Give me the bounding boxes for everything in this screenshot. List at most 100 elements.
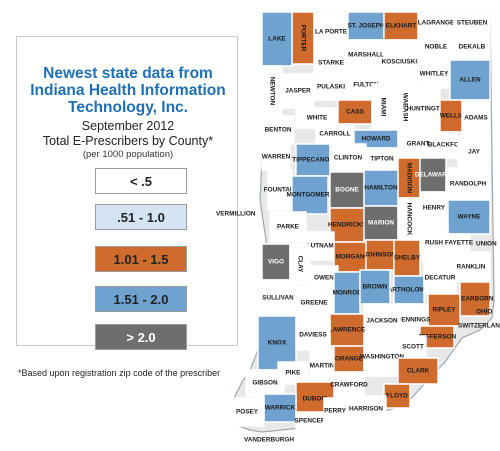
county-label-orange: ORANGE bbox=[335, 356, 364, 363]
county-warren bbox=[261, 143, 291, 171]
county-label-dubois: DUBOIS bbox=[303, 396, 329, 403]
county-rush bbox=[419, 223, 449, 263]
footnote: *Based upon registration zip code of the… bbox=[18, 368, 221, 378]
county-morgan bbox=[333, 241, 367, 273]
county-dekalb bbox=[453, 33, 491, 61]
county-label-st-joseph: ST. JOSEPH bbox=[348, 23, 385, 30]
county-label-carroll: CARROLL bbox=[319, 131, 350, 138]
legend-date: September 2012 bbox=[81, 119, 175, 133]
county-label-jackson: JACKSON bbox=[366, 318, 398, 325]
county-label-starke: STARKE bbox=[318, 60, 345, 67]
county-label-howard: HOWARD bbox=[361, 136, 390, 143]
county-label-marshall: MARSHALL bbox=[348, 52, 384, 59]
county-label-kosciusko: KOSCIUSKO bbox=[382, 59, 421, 66]
county-label-daviess: DAVIESS bbox=[299, 332, 327, 339]
county-delaware bbox=[419, 157, 447, 193]
legend-box-1-51-2-0: 1.51 - 2.0 bbox=[95, 286, 187, 312]
county-greene bbox=[293, 285, 335, 321]
county-label-lake: LAKE bbox=[268, 36, 286, 43]
county-label-blackford: BLACKFORD bbox=[428, 142, 469, 149]
county-label-delaware: DELAWARE bbox=[415, 172, 452, 179]
county-label-fountain: FOUNTAIN bbox=[264, 187, 297, 194]
county-label-marion: MARION bbox=[368, 220, 394, 227]
county-benton bbox=[261, 115, 295, 145]
county-clay bbox=[289, 243, 311, 285]
county-label-union: UNION bbox=[476, 241, 497, 248]
legend-subtitle: Total E-Prescribers by County* bbox=[42, 134, 214, 148]
county-label-newton: NEWTON bbox=[268, 77, 275, 106]
county-label-jefferson: JEFFERSON bbox=[418, 334, 457, 341]
county-label-vanderburgh: VANDERBURGH bbox=[244, 437, 294, 444]
county-ripley bbox=[427, 293, 461, 327]
county-decatur bbox=[423, 261, 457, 295]
county-marshall bbox=[347, 39, 385, 71]
county-label-dearborn: DEARBORN bbox=[457, 296, 494, 303]
county-kosciusko bbox=[383, 39, 419, 85]
county-label-shelby: SHELBY bbox=[394, 255, 421, 262]
county-label-wabash: WABASH bbox=[401, 93, 408, 122]
county-label-hendricks: HENDRICKS bbox=[328, 222, 367, 229]
county-label-lagrange: LAGRANGE bbox=[418, 20, 455, 27]
county-label-brown: BROWN bbox=[363, 284, 388, 291]
legend-title-line-2: Indiana Health Information bbox=[30, 82, 226, 99]
county-washington bbox=[363, 337, 401, 377]
county-label-knox: KNOX bbox=[268, 340, 287, 347]
county-label-miami: MIAMI bbox=[379, 98, 386, 117]
county-lawrence bbox=[329, 313, 365, 347]
county-label-fayette: FAYETTE bbox=[445, 240, 474, 247]
county-label-henry: HENRY bbox=[423, 205, 446, 212]
county-orange bbox=[333, 345, 365, 373]
county-label-pike: PIKE bbox=[286, 370, 302, 377]
county-cass bbox=[337, 99, 373, 125]
county-label-sullivan: SULLIVAN bbox=[262, 295, 294, 302]
county-label-clay: CLAY bbox=[296, 256, 303, 274]
legend-label-lt-0-5: < .5 bbox=[129, 173, 153, 189]
county-johnson bbox=[365, 239, 395, 271]
county-label-gibson: GIBSON bbox=[252, 380, 278, 387]
county-montgomery bbox=[291, 175, 329, 215]
legend-box-lt-0-5: < .5 bbox=[95, 168, 187, 194]
county-label-bartholomew: BARTHOLOMEW bbox=[383, 287, 436, 294]
county-label-dekalb: DEKALB bbox=[459, 44, 486, 51]
county-label-switzerland: SWITZERLAND bbox=[458, 323, 500, 330]
county-label-grant: GRANT bbox=[407, 141, 430, 148]
county-label-perry: PERRY bbox=[324, 408, 347, 415]
county-crawford bbox=[333, 371, 365, 399]
county-dearborn bbox=[459, 281, 491, 317]
legend-label-gt-2-0: > 2.0 bbox=[126, 329, 156, 345]
county-knox bbox=[257, 315, 297, 371]
county-perry bbox=[323, 397, 347, 425]
county-label-harrison: HARRISON bbox=[349, 406, 383, 413]
county-label-huntington: HUNTINGTON bbox=[407, 106, 450, 113]
county-label-decatur: DECATUR bbox=[425, 275, 456, 282]
county-label-ohio: OHIO bbox=[476, 309, 492, 316]
county-label-clark: CLARK bbox=[407, 368, 430, 375]
county-label-benton: BENTON bbox=[265, 127, 292, 134]
county-allen bbox=[449, 59, 491, 101]
county-label-morgan: MORGAN bbox=[335, 254, 364, 261]
county-label-montgomery: MONTGOMERY bbox=[287, 192, 335, 199]
county-label-tipton: TIPTON bbox=[370, 156, 394, 163]
county-daviess bbox=[295, 319, 331, 351]
county-label-warrick: WARRICK bbox=[265, 405, 296, 412]
county-label-pulaski: PULASKI bbox=[317, 84, 345, 91]
county-label-jay: JAY bbox=[468, 149, 481, 156]
county-label-noble: NOBLE bbox=[425, 44, 448, 51]
county-label-putnam: PUTNAM bbox=[306, 243, 333, 250]
county-label-lawrence: LAWRENCE bbox=[329, 327, 366, 334]
legend-label-1-01-1-5: 1.01 - 1.5 bbox=[113, 251, 169, 267]
county-martin bbox=[309, 349, 335, 383]
county-label-boone: BOONE bbox=[335, 187, 359, 194]
county-label-franklin: FRANKLIN bbox=[453, 264, 486, 271]
county-pulaski bbox=[313, 73, 349, 101]
county-label-vigo: VIGO bbox=[268, 259, 284, 266]
county-label-porter: PORTER bbox=[299, 25, 306, 52]
county-label-elkhart: ELKHART bbox=[386, 23, 417, 30]
county-label-la-porte: LA PORTE bbox=[315, 29, 348, 36]
county-huntington bbox=[415, 87, 441, 131]
county-sullivan bbox=[261, 279, 295, 317]
county-label-jennings: JENNINGS bbox=[398, 317, 431, 324]
county-label-madison: MADISON bbox=[405, 163, 412, 194]
county-la-porte bbox=[313, 11, 349, 53]
